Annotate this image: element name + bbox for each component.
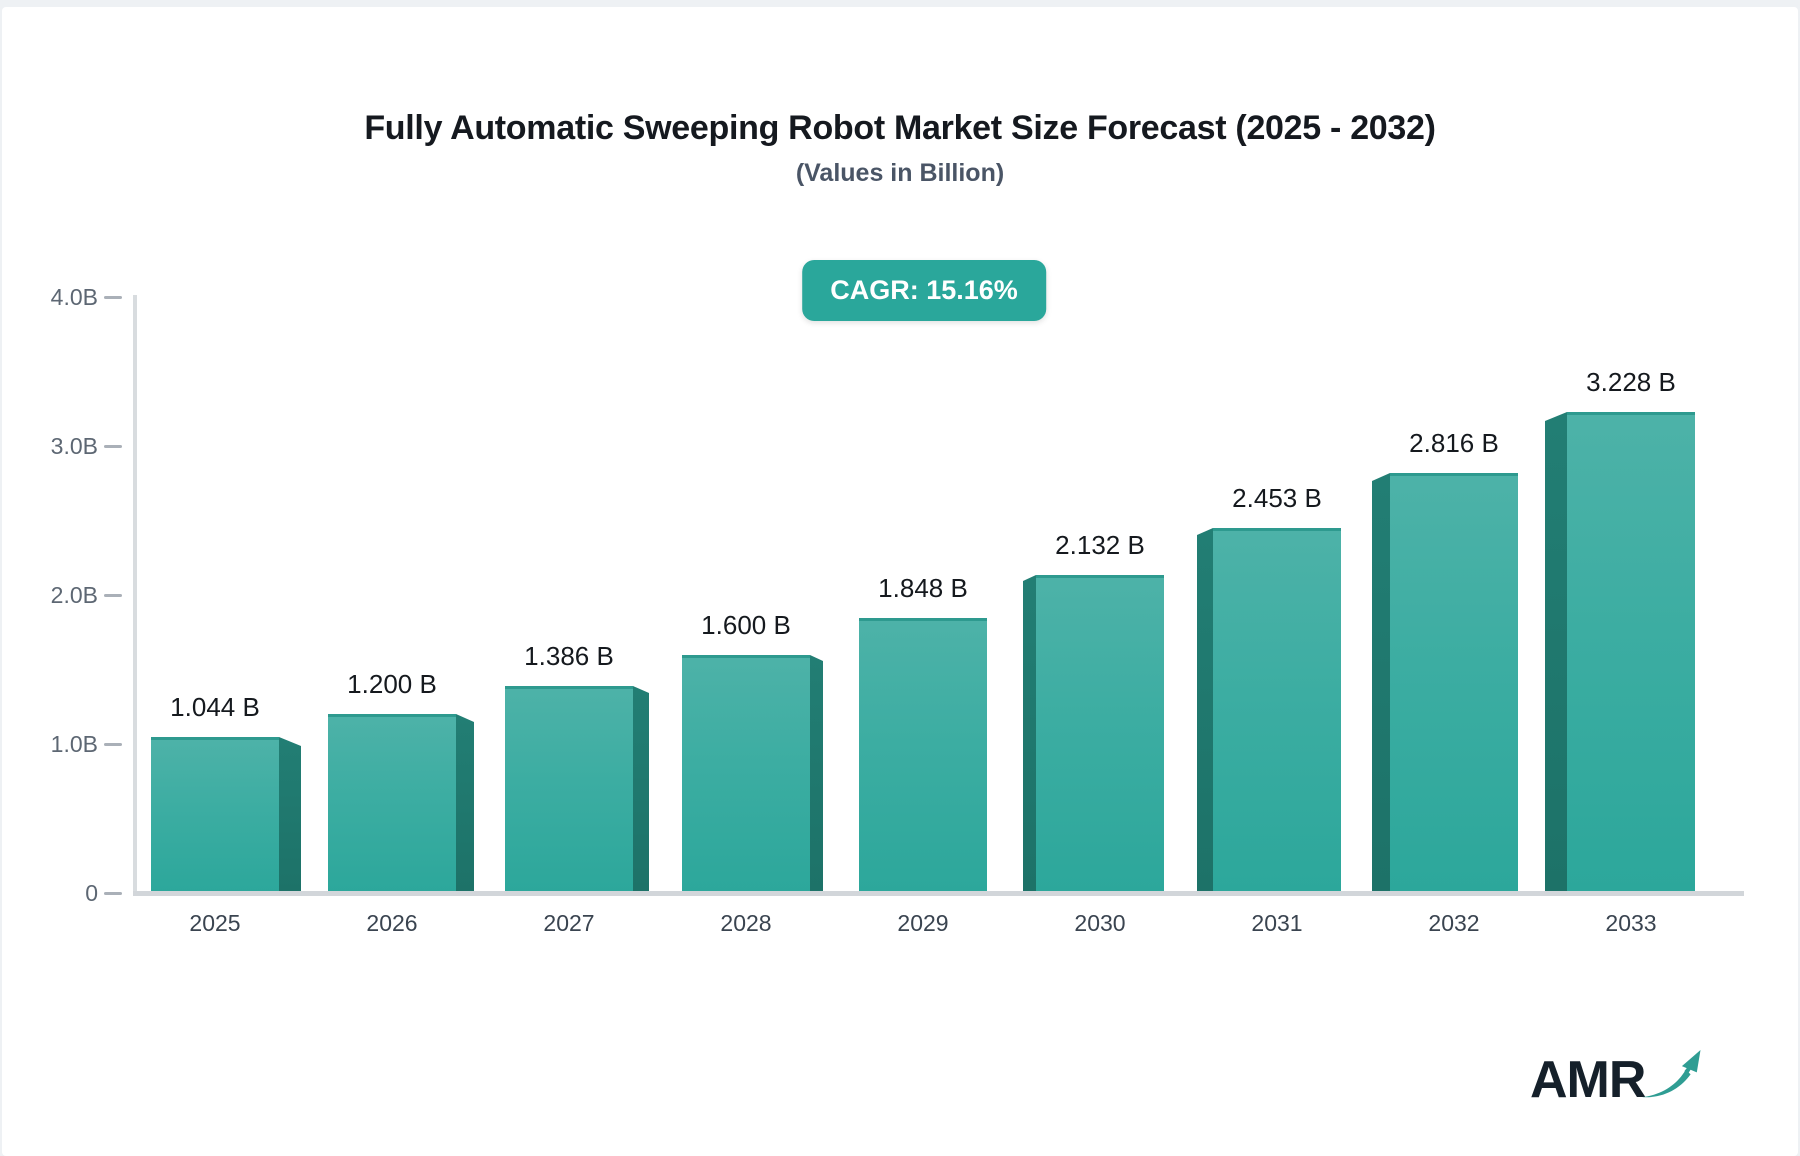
growth-arrow-icon [1641,1045,1703,1106]
bar-2033-side-face [1545,412,1567,893]
chart-title: Fully Automatic Sweeping Robot Market Si… [364,109,1436,147]
bar-value-label: 2.453 B [1232,483,1322,513]
y-tick-label: 3.0B [50,433,98,459]
x-axis-label: 2032 [1428,910,1480,936]
y-tick-mark [104,296,122,299]
x-axis-label: 2028 [720,910,772,936]
y-tick-mark [104,594,122,597]
bar-2032-side-face [1372,473,1390,893]
bar-2027-side-face [633,686,649,893]
bar-2028-side-face [810,655,823,893]
bar-2030 [1036,575,1164,893]
bar-chart: 4.0B 3.0B 2.0B 1.0B 0 1.044 B 2025 1.200 B 2026 1… [2,7,1798,1156]
bar-value-label: 1.386 B [524,641,614,671]
x-axis-label: 2025 [189,910,241,936]
x-axis-label: 2033 [1605,910,1657,936]
bar-value-label: 1.200 B [347,669,437,699]
y-tick-mark [104,892,122,895]
bar-2028 [682,655,810,893]
chart-card: Fully Automatic Sweeping Robot Market Si… [2,7,1798,1156]
bar-2026-side-face [456,714,474,893]
x-axis-label: 2027 [543,910,595,936]
amr-logo-text: AMR [1530,1051,1646,1109]
bar-2025 [151,737,279,893]
bar-2029 [859,618,987,893]
x-axis-label: 2026 [366,910,418,936]
bar-value-label: 1.044 B [170,692,260,722]
bar-2031-side-face [1197,528,1213,893]
bar-value-label: 2.816 B [1409,428,1499,458]
bar-value-label: 3.228 B [1586,367,1676,397]
y-tick-label: 1.0B [50,731,98,757]
amr-logo: AMR [1530,1045,1703,1110]
bar-value-label: 2.132 B [1055,530,1145,560]
y-tick-label: 0 [85,880,98,906]
cagr-badge: CAGR: 15.16% [802,260,1046,321]
y-axis-line [133,295,137,896]
bar-2030-side-face [1023,575,1036,893]
y-tick-label: 4.0B [50,284,98,310]
bar-2026 [328,714,456,893]
y-tick-mark [104,445,122,448]
x-axis-label: 2029 [897,910,949,936]
bar-2025-side-face [279,737,301,893]
bar-2033 [1567,412,1695,893]
x-axis-line [133,891,1744,896]
bar-2031 [1213,528,1341,893]
bar-2027 [505,686,633,893]
bar-value-label: 1.848 B [878,573,968,603]
y-tick-label: 2.0B [50,582,98,608]
x-axis-label: 2030 [1074,910,1126,936]
x-axis-label: 2031 [1251,910,1303,936]
bar-value-label: 1.600 B [701,610,791,640]
chart-subtitle: (Values in Billion) [795,159,1005,187]
y-tick-mark [104,743,122,746]
bar-2032 [1390,473,1518,893]
